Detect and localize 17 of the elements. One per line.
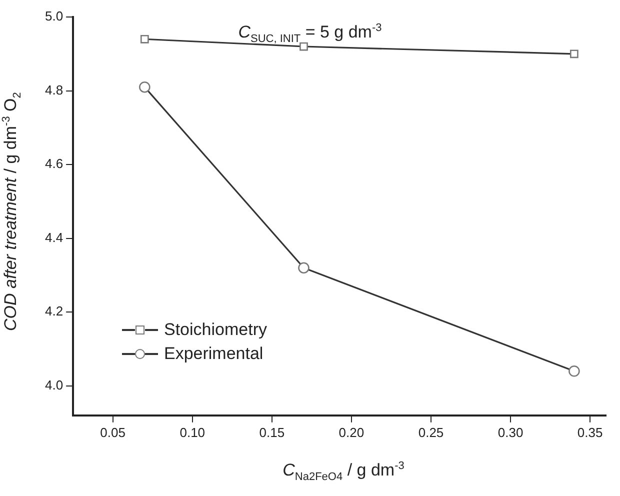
y-tick-label: 4.2 <box>44 304 64 319</box>
annotation: C$_{SUC, INIT}$ = 5 g dm$^{-3}$ <box>237 22 383 46</box>
legend-label: Experimental <box>164 344 264 364</box>
y-tick-label: 5.0 <box>44 8 64 24</box>
y-tick-label: 4.0 <box>44 377 64 392</box>
x-tick-label: 0.10 <box>180 424 206 440</box>
x-tick-label: 0.05 <box>100 424 126 440</box>
x-tick-label: 0.25 <box>418 424 444 440</box>
y-tick-label: 4.4 <box>44 230 64 245</box>
y-tick-label: 4.6 <box>44 156 64 172</box>
x-tick-label: 0.15 <box>259 424 285 440</box>
x-axis-title: C$_{Na2FeO4}$ / g dm$^{-3}$ <box>282 460 406 484</box>
x-tick-label: 0.35 <box>577 424 603 440</box>
legend-label: Stoichiometry <box>164 320 267 340</box>
y-tick-label: 4.8 <box>44 82 64 98</box>
x-tick-label: 0.30 <box>498 424 524 440</box>
x-tick-label: 0.20 <box>338 424 364 440</box>
